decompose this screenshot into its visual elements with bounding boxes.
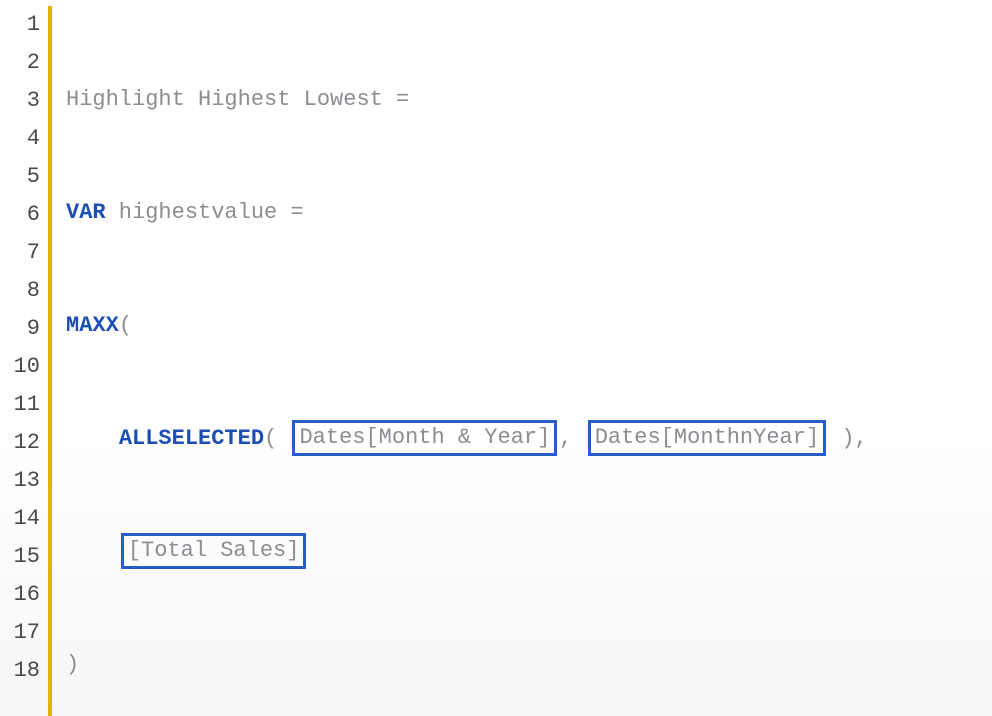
code-text: Highlight Highest Lowest = xyxy=(66,87,409,112)
line-number: 10 xyxy=(0,348,40,386)
line-number: 12 xyxy=(0,424,40,462)
code-text: ( xyxy=(119,313,132,338)
line-number: 15 xyxy=(0,538,40,576)
code-text: highestvalue = xyxy=(106,200,304,225)
code-text: ) xyxy=(66,652,79,677)
func: MAXX xyxy=(66,313,119,338)
code-editor[interactable]: 123456789101112131415161718 Highlight Hi… xyxy=(0,0,992,716)
line-number: 9 xyxy=(0,310,40,348)
line-number: 11 xyxy=(0,386,40,424)
gutter-separator-bar xyxy=(48,6,52,716)
code-line: Highlight Highest Lowest = xyxy=(66,81,992,119)
intellisense-box[interactable]: Dates[Month & Year] xyxy=(292,420,557,456)
intellisense-box[interactable]: Dates[MonthnYear] xyxy=(588,420,826,456)
code-line: ) xyxy=(66,646,992,684)
code-text: ), xyxy=(828,426,868,451)
code-text: , xyxy=(559,426,585,451)
line-number: 7 xyxy=(0,234,40,272)
func: ALLSELECTED xyxy=(119,426,264,451)
keyword: VAR xyxy=(66,200,106,225)
line-number: 13 xyxy=(0,462,40,500)
code-line: VAR highestvalue = xyxy=(66,194,992,232)
line-number: 8 xyxy=(0,272,40,310)
line-number: 5 xyxy=(0,158,40,196)
line-number: 18 xyxy=(0,652,40,690)
indent xyxy=(66,539,119,564)
indent xyxy=(66,426,119,451)
line-number-gutter: 123456789101112131415161718 xyxy=(0,6,48,716)
code-area[interactable]: Highlight Highest Lowest = VAR highestva… xyxy=(66,6,992,716)
line-number: 2 xyxy=(0,44,40,82)
line-number: 16 xyxy=(0,576,40,614)
line-number: 14 xyxy=(0,500,40,538)
line-number: 1 xyxy=(0,6,40,44)
line-number: 6 xyxy=(0,196,40,234)
code-line: ALLSELECTED( Dates[Month & Year], Dates[… xyxy=(66,420,992,458)
intellisense-box[interactable]: [Total Sales] xyxy=(121,533,307,569)
line-number: 17 xyxy=(0,614,40,652)
line-number: 4 xyxy=(0,120,40,158)
line-number: 3 xyxy=(0,82,40,120)
code-line: [Total Sales] xyxy=(66,533,992,571)
code-text: ( xyxy=(264,426,290,451)
code-line: MAXX( xyxy=(66,307,992,345)
